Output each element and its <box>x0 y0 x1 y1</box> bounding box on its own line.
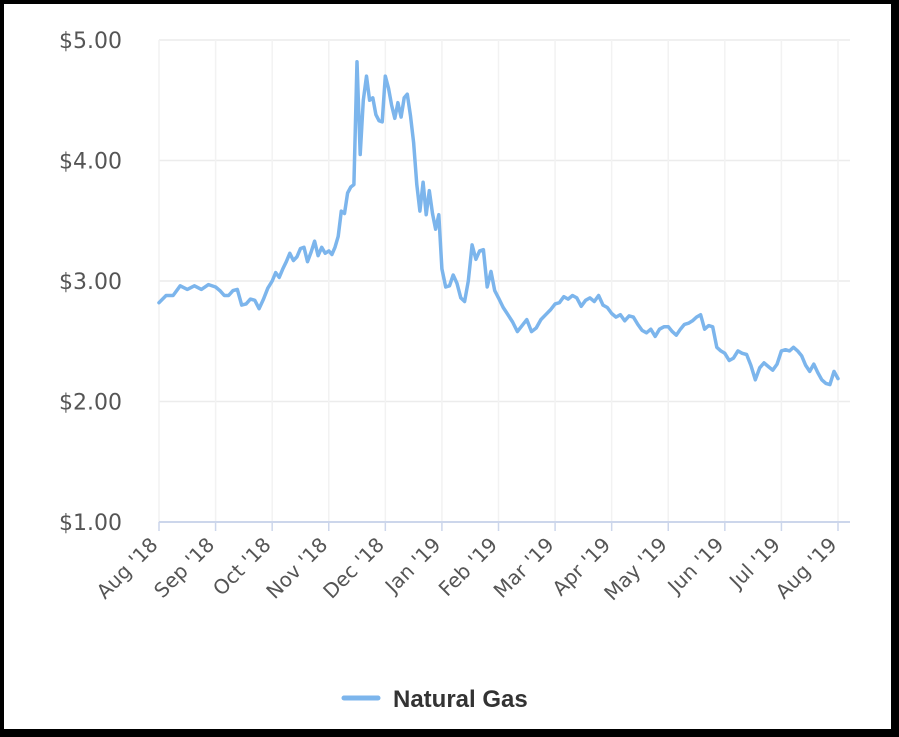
x-tick-label: Jun '19 <box>662 533 729 600</box>
x-tick-label: Sep '18 <box>149 533 219 603</box>
x-tick-label: Nov '18 <box>261 533 332 604</box>
x-tick-label: May '19 <box>599 533 672 606</box>
y-tick-label: $1.00 <box>59 511 122 536</box>
chart-frame: $5.00 $4.00 $3.00 $2.00 $1.00 Aug '18 Sep '18… <box>4 4 891 729</box>
y-tick-label: $2.00 <box>59 391 122 416</box>
x-tick-label: Dec '18 <box>318 533 389 604</box>
series-layer <box>157 59 840 387</box>
y-axis: $5.00 $4.00 $3.00 $2.00 $1.00 <box>59 29 122 536</box>
y-tick-label: $5.00 <box>59 29 122 54</box>
x-tick-label: Aug '18 <box>92 533 163 604</box>
y-tick-label: $3.00 <box>59 270 122 295</box>
x-tick-label: Jan '19 <box>379 533 446 600</box>
x-tick-label: Mar '19 <box>489 533 559 603</box>
x-tick-label: Aug '19 <box>771 533 842 604</box>
y-tick-label: $4.00 <box>59 150 122 175</box>
x-tick-label: Feb '19 <box>434 533 502 601</box>
legend[interactable]: Natural Gas <box>341 686 528 713</box>
legend-label-natural-gas: Natural Gas <box>393 686 528 713</box>
series-line-natural-gas[interactable] <box>157 59 840 387</box>
grid-lines <box>158 39 850 522</box>
